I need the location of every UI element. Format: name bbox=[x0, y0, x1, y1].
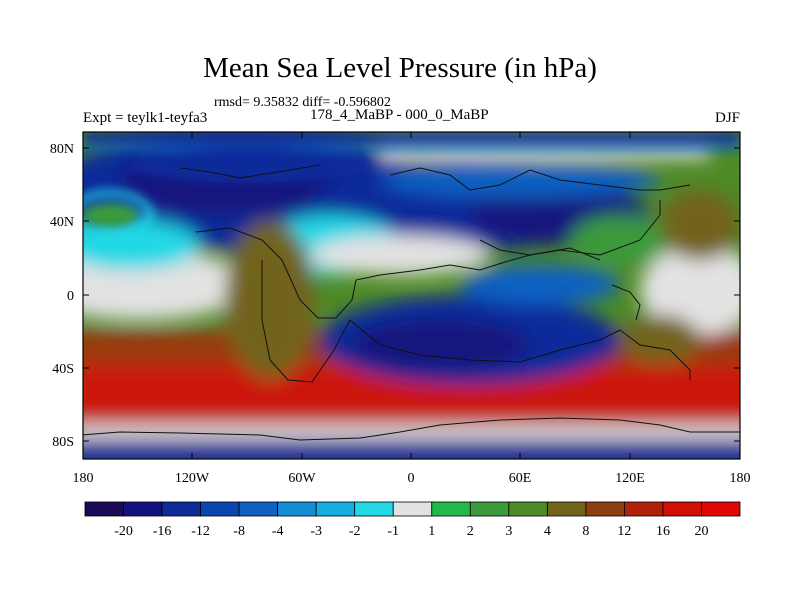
lon-label: 120E bbox=[615, 471, 645, 486]
pressure-field bbox=[83, 132, 740, 459]
colorbar-swatch bbox=[238, 501, 279, 517]
lat-label: 40N bbox=[50, 215, 74, 230]
lon-label: 120W bbox=[175, 471, 210, 486]
colorbar-swatch bbox=[431, 501, 471, 517]
lat-label: 40S bbox=[52, 362, 74, 377]
colorbar-swatch bbox=[546, 501, 587, 517]
colorbar-label: -2 bbox=[349, 524, 361, 539]
colorbar-label: 3 bbox=[505, 524, 512, 539]
colorbar-swatch bbox=[84, 501, 124, 517]
colorbar-swatch bbox=[315, 501, 356, 517]
season-label: DJF bbox=[714, 110, 740, 126]
stats-text: rmsd= 9.35832 diff= -0.596802 bbox=[214, 95, 391, 110]
colorbar-label: 1 bbox=[428, 524, 435, 539]
lat-label: 80N bbox=[50, 142, 74, 157]
colorbar-swatch bbox=[624, 501, 664, 517]
colorbar-label: 20 bbox=[694, 524, 708, 539]
colorbar bbox=[84, 501, 741, 517]
colorbar-label: 12 bbox=[617, 524, 631, 539]
map-title: Mean Sea Level Pressure (in hPa) bbox=[203, 52, 597, 84]
colorbar-swatch bbox=[200, 501, 240, 517]
colorbar-swatch bbox=[392, 501, 433, 517]
colorbar-label: 2 bbox=[467, 524, 474, 539]
colorbar-label: 8 bbox=[582, 524, 589, 539]
colorbar-swatch bbox=[469, 501, 510, 517]
lon-label: 60E bbox=[509, 471, 532, 486]
colorbar-label: -1 bbox=[387, 524, 399, 539]
axis-ticks bbox=[82, 132, 741, 459]
colorbar-swatch bbox=[354, 501, 394, 517]
lon-label: 180 bbox=[730, 471, 751, 486]
lon-label: 0 bbox=[408, 471, 415, 486]
colorbar-swatch bbox=[161, 501, 201, 517]
colorbar-swatch bbox=[662, 501, 702, 517]
colorbar-label: -8 bbox=[233, 524, 245, 539]
colorbar-label: 4 bbox=[544, 524, 551, 539]
lat-label: 80S bbox=[52, 435, 74, 450]
colorbar-labels: -20 -16 -12 -8 -4 -3 -2 -1 1 2 3 4 8 12 16 20 bbox=[114, 524, 708, 539]
colorbar-label: 16 bbox=[656, 524, 670, 539]
colorbar-swatch bbox=[123, 501, 163, 517]
colorbar-swatch bbox=[508, 501, 548, 517]
experiment-label: Expt = teylk1-teyfa3 bbox=[83, 110, 208, 126]
colorbar-swatch bbox=[277, 501, 317, 517]
lon-label: 180 bbox=[73, 471, 94, 486]
lat-label: 0 bbox=[67, 289, 74, 304]
colorbar-swatch bbox=[701, 501, 741, 517]
colorbar-swatch bbox=[585, 501, 625, 517]
colorbar-label: -3 bbox=[310, 524, 322, 539]
period-label: 178_4_MaBP - 000_0_MaBP bbox=[310, 107, 489, 123]
colorbar-label: -16 bbox=[153, 524, 172, 539]
lat-axis: 80N 40N 0 40S 80S bbox=[50, 142, 74, 450]
lon-axis: 180 120W 60W 0 60E 120E 180 bbox=[73, 471, 751, 486]
colorbar-label: -4 bbox=[272, 524, 284, 539]
lon-label: 60W bbox=[288, 471, 316, 486]
colorbar-label: -12 bbox=[191, 524, 210, 539]
colorbar-label: -20 bbox=[114, 524, 133, 539]
